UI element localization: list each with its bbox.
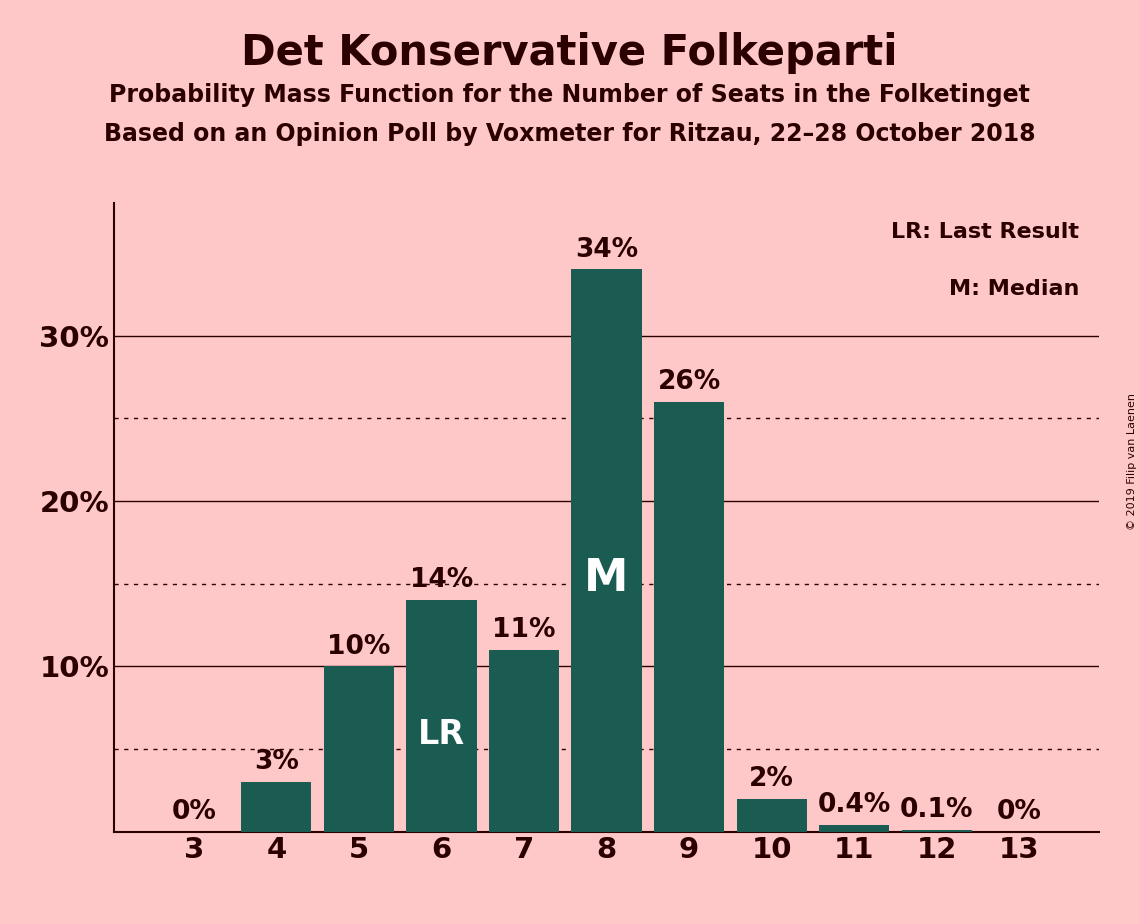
Bar	[407, 600, 476, 832]
Text: 26%: 26%	[657, 369, 721, 395]
Text: © 2019 Filip van Laenen: © 2019 Filip van Laenen	[1126, 394, 1137, 530]
Bar	[819, 825, 890, 832]
Text: LR: LR	[418, 718, 465, 751]
Text: Det Konservative Folkeparti: Det Konservative Folkeparti	[241, 32, 898, 74]
Text: 0%: 0%	[171, 799, 216, 825]
Text: 3%: 3%	[254, 749, 298, 775]
Bar	[489, 650, 559, 832]
Text: 0.4%: 0.4%	[818, 793, 891, 819]
Bar	[241, 782, 311, 832]
Text: M: M	[584, 557, 629, 600]
Bar	[654, 402, 724, 832]
Text: 14%: 14%	[410, 567, 473, 593]
Bar	[572, 270, 641, 832]
Bar	[902, 830, 972, 832]
Text: Based on an Opinion Poll by Voxmeter for Ritzau, 22–28 October 2018: Based on an Opinion Poll by Voxmeter for…	[104, 122, 1035, 146]
Text: 0%: 0%	[997, 799, 1042, 825]
Text: 10%: 10%	[327, 634, 391, 660]
Text: 2%: 2%	[749, 766, 794, 792]
Bar	[737, 798, 806, 832]
Text: 0.1%: 0.1%	[900, 797, 974, 823]
Bar	[323, 666, 394, 832]
Text: Probability Mass Function for the Number of Seats in the Folketinget: Probability Mass Function for the Number…	[109, 83, 1030, 107]
Text: 11%: 11%	[492, 617, 556, 643]
Text: LR: Last Result: LR: Last Result	[892, 222, 1080, 242]
Text: M: Median: M: Median	[949, 279, 1080, 298]
Text: 34%: 34%	[575, 237, 638, 262]
